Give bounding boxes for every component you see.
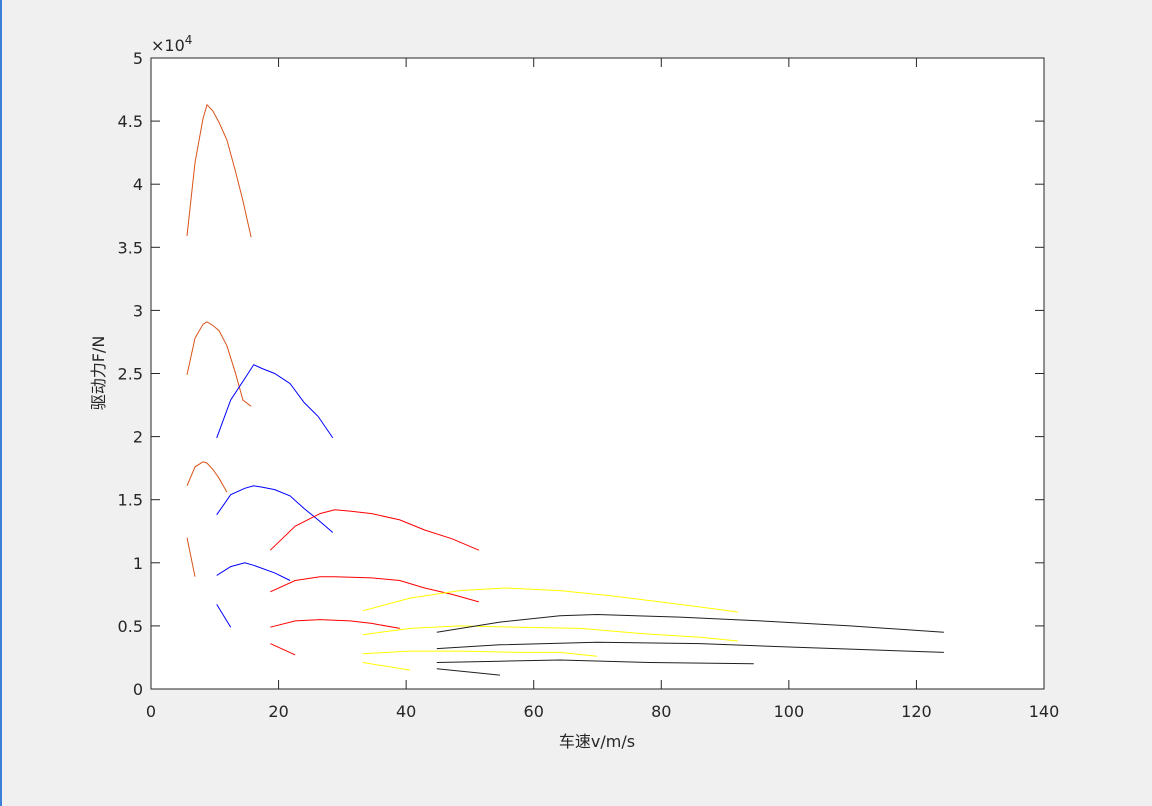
- y-tick-label: 0: [133, 680, 143, 699]
- line-series: [362, 650, 597, 657]
- y-tick-label: 0.5: [118, 617, 143, 636]
- y-tick-label: 4: [133, 175, 143, 194]
- line-series: [216, 604, 232, 628]
- plot-area: [150, 57, 1045, 690]
- y-axis-label: 驱动力F/N: [89, 336, 108, 411]
- y-tick-label: 3.5: [118, 238, 143, 257]
- line-series: [186, 537, 196, 577]
- x-tick-label: 80: [651, 702, 671, 721]
- x-tick-label: 100: [774, 702, 805, 721]
- y-tick-label: 2.5: [118, 365, 143, 384]
- y-multiplier: ×104: [151, 33, 192, 55]
- x-tick-label: 40: [396, 702, 416, 721]
- line-series: [436, 668, 500, 676]
- line-series: [270, 619, 400, 629]
- line-series: [270, 643, 296, 656]
- y-multiplier-exp: 4: [185, 33, 193, 47]
- y-tick-label: 4.5: [118, 112, 143, 131]
- line-series: [216, 562, 291, 581]
- x-axis-label: 车速v/m/s: [559, 732, 635, 751]
- y-tick-label: 1: [133, 554, 143, 573]
- line-series: [362, 662, 411, 671]
- line-series: [186, 461, 228, 493]
- y-tick-label: 3: [133, 301, 143, 320]
- line-series: [436, 641, 944, 653]
- line-series: [269, 509, 480, 551]
- y-multiplier-base: ×10: [151, 36, 185, 55]
- line-series: [270, 576, 480, 603]
- x-tick-label: 120: [901, 702, 932, 721]
- line-series: [362, 625, 738, 642]
- line-series: [216, 485, 334, 533]
- x-tick-label: 140: [1029, 702, 1060, 721]
- x-tick-label: 60: [524, 702, 544, 721]
- x-tick-label: 0: [146, 702, 156, 721]
- y-tick-label: 1.5: [118, 491, 143, 510]
- line-series: [186, 103, 252, 238]
- line-series: [216, 364, 334, 439]
- line-series: [186, 321, 252, 407]
- y-tick-label: 5: [133, 49, 143, 68]
- x-tick-label: 20: [268, 702, 288, 721]
- line-series: [436, 613, 944, 633]
- line-series: [362, 587, 738, 613]
- y-tick-label: 2: [133, 428, 143, 447]
- line-series: [436, 659, 754, 665]
